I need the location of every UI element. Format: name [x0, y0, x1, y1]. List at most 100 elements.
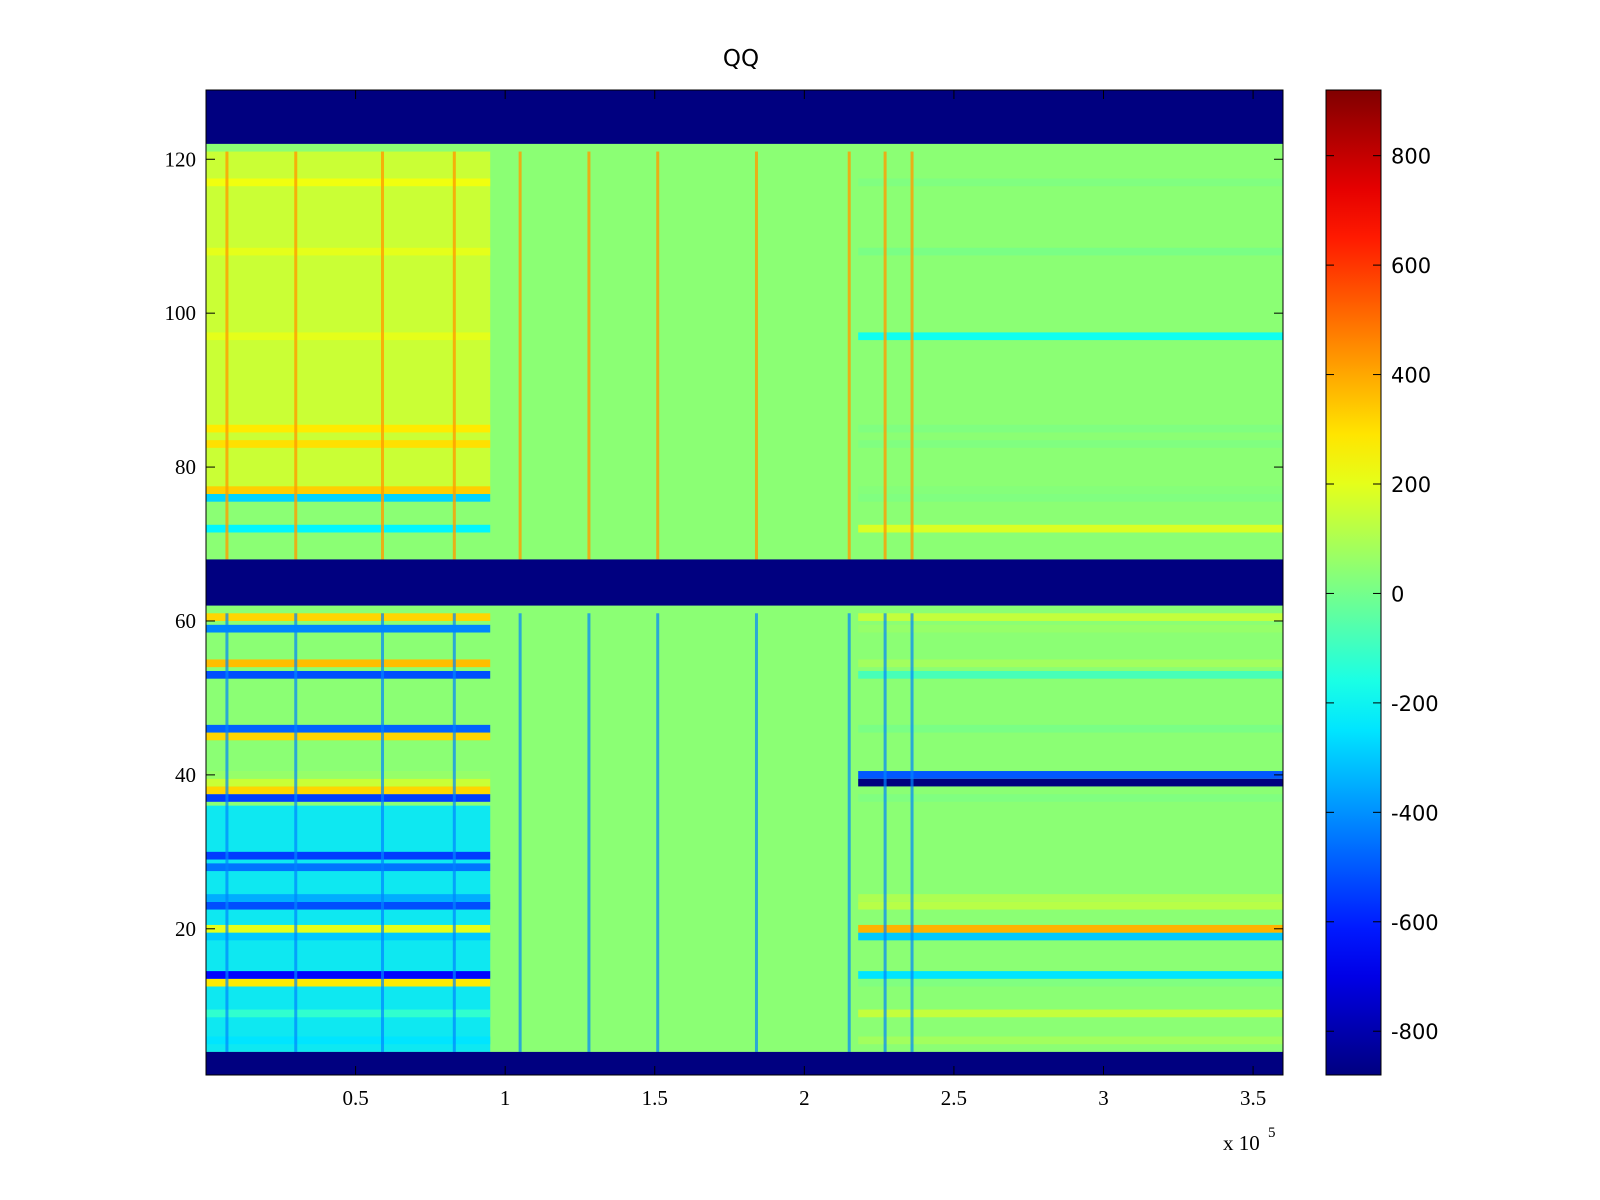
heatmap-row-early-27 — [206, 178, 491, 187]
heatmap-row-late-12 — [858, 778, 1283, 787]
heatmap-vertical-streak-upper-9 — [883, 151, 887, 560]
heatmap-vertical-streak-lower-0 — [225, 613, 229, 1052]
heatmap-row-early-24 — [206, 424, 491, 433]
heatmap-vertical-streak-lower-4 — [518, 613, 522, 1052]
colorbar-tick-label: -200 — [1391, 692, 1439, 716]
heatmap-vertical-streak-lower-9 — [883, 613, 887, 1052]
heatmap-row-early-16 — [206, 670, 491, 679]
colorbar-tick-label: -600 — [1391, 911, 1439, 935]
heatmap-row-early-2 — [206, 978, 491, 987]
heatmap-row-early-9 — [206, 851, 491, 860]
heatmap-empty-band-0 — [206, 1051, 1283, 1075]
heatmap-row-late-3 — [858, 971, 1283, 979]
heatmap-vertical-streak-upper-7 — [754, 151, 758, 560]
y-tick-label: 100 — [165, 301, 197, 325]
heatmap-vertical-streak-lower-3 — [452, 613, 456, 1052]
heatmap-row-late-27 — [858, 178, 1283, 187]
axes: 0.5 1 1.5 2 2.5 3 3.5 20 40 60 80 100 120 — [165, 89, 1284, 1110]
heatmap-row-late-23 — [858, 440, 1283, 448]
heatmap-vertical-streak-upper-5 — [587, 151, 591, 560]
heatmap-row-early-7 — [206, 894, 491, 902]
heatmap-row-early-13 — [206, 771, 491, 779]
heatmap-row-late-20 — [858, 524, 1283, 533]
heatmap-vertical-streak-upper-0 — [225, 151, 229, 560]
heatmap-row-early-21 — [206, 494, 491, 502]
heatmap-vertical-streak-upper-4 — [518, 151, 522, 560]
heatmap-row-late-11 — [858, 786, 1283, 795]
heatmap-vertical-streak-lower-7 — [754, 613, 758, 1052]
heatmap-row-early-0 — [206, 1036, 491, 1045]
heatmap-vertical-streak-upper-8 — [847, 151, 851, 560]
y-tick-label: 20 — [175, 917, 196, 941]
heatmap-row-early-18 — [206, 624, 491, 633]
heatmap-row-late-0 — [858, 1036, 1283, 1045]
heatmap-row-early-26 — [206, 247, 491, 256]
x-axis-multiplier: x 10 5 — [1223, 1125, 1276, 1155]
heatmap-vertical-streak-upper-3 — [452, 151, 456, 560]
heatmap-vertical-streak-lower-10 — [910, 613, 914, 1052]
heatmap-row-early-10 — [206, 794, 491, 802]
x-axis-multiplier-exponent: 5 — [1268, 1125, 1276, 1141]
heatmap-row-early-25 — [206, 332, 491, 341]
heatmap-row-early-17 — [206, 659, 491, 668]
colorbar-tick-label: -400 — [1391, 801, 1439, 825]
heatmap-row-late-15 — [858, 724, 1283, 733]
heatmap-vertical-streak-lower-1 — [294, 613, 298, 1052]
heatmap-row-late-16 — [858, 670, 1283, 679]
heatmap-row-early-15 — [206, 724, 491, 733]
heatmap-row-late-24 — [858, 424, 1283, 433]
colorbar-tick-label: 200 — [1391, 473, 1431, 497]
heatmap-row-early-20 — [206, 524, 491, 533]
colorbar-tick-label: 0 — [1391, 582, 1404, 606]
colorbar-gradient — [1326, 90, 1381, 1075]
heatmap-row-late-4 — [858, 932, 1283, 941]
heatmap-row-early-19 — [206, 613, 491, 621]
y-tick-label: 60 — [175, 609, 196, 633]
heatmap-row-early-3 — [206, 971, 491, 979]
heatmap-row-early-11 — [206, 786, 491, 795]
heatmap-vertical-streak-upper-2 — [381, 151, 385, 560]
x-tick-label: 2.5 — [941, 1086, 967, 1110]
heatmap-row-early-12 — [206, 778, 491, 787]
colorbar-tick-label: 600 — [1391, 254, 1431, 278]
heatmap-vertical-streak-lower-6 — [656, 613, 660, 1052]
heatmap-row-late-10 — [858, 794, 1283, 802]
x-tick-label: 2 — [799, 1086, 810, 1110]
heatmap-row-late-7 — [858, 894, 1283, 902]
colorbar-tick-label: 400 — [1391, 364, 1431, 388]
heatmap-row-late-5 — [858, 924, 1283, 933]
x-tick-label: 3.5 — [1240, 1086, 1266, 1110]
heatmap-row-late-8 — [858, 863, 1283, 872]
heatmap-row-early-5 — [206, 924, 491, 933]
heatmap-vertical-streak-upper-1 — [294, 151, 298, 560]
x-axis-multiplier-base: x 10 — [1223, 1131, 1260, 1155]
heatmap-row-late-25 — [858, 332, 1283, 341]
heatmap-row-late-1 — [858, 1009, 1283, 1018]
heatmap-row-early-1 — [206, 1009, 491, 1018]
x-tick-label: 3 — [1098, 1086, 1109, 1110]
heatmap-vertical-streak-upper-6 — [656, 151, 660, 560]
heatmap-vertical-streak-upper-10 — [910, 151, 914, 560]
heatmap-row-late-14 — [858, 732, 1283, 741]
x-tick-label: 0.5 — [342, 1086, 368, 1110]
heatmap-row-late-2 — [858, 978, 1283, 987]
heatmap-row-early-4 — [206, 932, 491, 941]
heatmap-row-late-22 — [858, 486, 1283, 495]
heatmap-row-late-18 — [858, 624, 1283, 633]
chart-title: QQ — [723, 46, 759, 72]
heatmap-row-late-26 — [858, 247, 1283, 256]
heatmap-vertical-streak-lower-2 — [381, 613, 385, 1052]
heatmap-empty-band-2 — [206, 90, 1283, 144]
heatmap-plot-area — [206, 90, 1283, 1075]
heatmap-row-late-6 — [858, 901, 1283, 910]
y-tick-label: 80 — [175, 455, 196, 479]
heatmap-row-early-23 — [206, 440, 491, 448]
colorbar: -800 -600 -400 -200 0 200 400 600 800 — [1325, 89, 1439, 1076]
heatmap-row-late-19 — [858, 613, 1283, 621]
heatmap-row-late-21 — [858, 494, 1283, 502]
plot-frame — [205, 89, 1284, 1076]
y-tick-label: 40 — [175, 763, 196, 787]
heatmap-row-early-22 — [206, 486, 491, 495]
heatmap-vertical-streak-lower-5 — [587, 613, 591, 1052]
